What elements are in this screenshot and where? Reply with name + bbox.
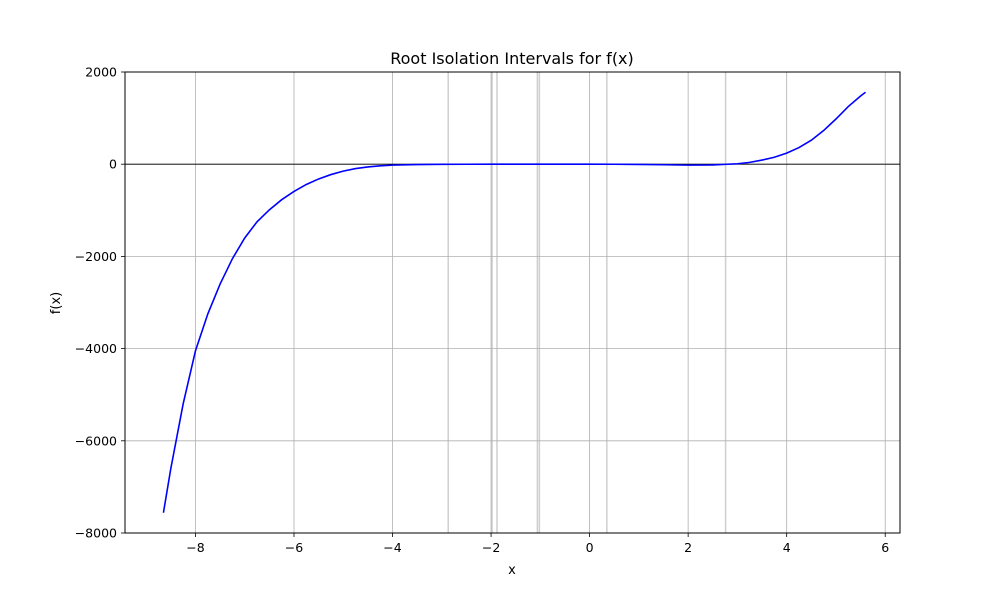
- x-tick-label-0: −8: [186, 540, 204, 555]
- y-axis-label: f(x): [49, 292, 64, 314]
- plot-frame: [124, 71, 901, 534]
- y-tick-label-0: 2000: [85, 65, 117, 80]
- interval-lines: [447, 72, 727, 533]
- y-tick-label-4: −6000: [75, 433, 117, 448]
- x-axis-label: x: [508, 563, 516, 578]
- x-tick-label-5: 2: [684, 540, 692, 555]
- x-tick-label-4: 0: [586, 540, 594, 555]
- x-tick-label-2: −4: [383, 540, 401, 555]
- y-tick-label-1: 0: [109, 157, 117, 172]
- series-line: [162, 91, 866, 513]
- y-tick-label-3: −4000: [75, 341, 117, 356]
- x-tick-label-6: 4: [783, 540, 791, 555]
- y-ticks: 2000 0 −2000 −4000 −6000 −8000: [75, 65, 125, 541]
- y-tick-label-5: −8000: [75, 526, 117, 541]
- chart-title: Root Isolation Intervals for f(x): [390, 49, 634, 68]
- x-tick-label-1: −6: [285, 540, 303, 555]
- x-tick-label-3: −2: [482, 540, 500, 555]
- x-tick-label-7: 6: [881, 540, 889, 555]
- y-tick-label-2: −2000: [75, 249, 117, 264]
- x-ticks: −8 −6 −4 −2 0 2 4 6: [186, 533, 889, 555]
